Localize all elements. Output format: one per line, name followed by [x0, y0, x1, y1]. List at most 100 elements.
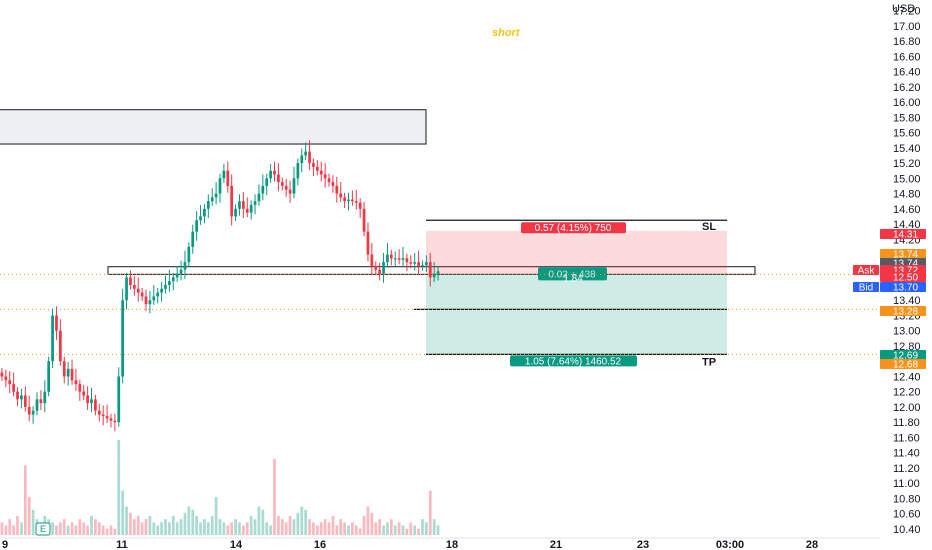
candle-body: [300, 155, 304, 164]
candle-body: [417, 262, 420, 266]
volume-bar: [397, 522, 401, 535]
candle-body: [335, 185, 339, 194]
price-tag-label-bg: [853, 265, 879, 275]
volume-bar: [86, 525, 89, 535]
candle-body: [370, 254, 374, 266]
volume-bar: [195, 516, 198, 535]
volume-bar: [351, 522, 354, 535]
date-tick-label: 03:00: [716, 539, 744, 550]
time-axis[interactable]: 9 11 14 16 18 21 23 03:00 28: [2, 539, 818, 550]
volume-bar: [156, 525, 160, 535]
candle-body: [199, 216, 202, 221]
candle-body: [386, 254, 389, 263]
risk-zone[interactable]: [426, 230, 727, 275]
candle-body: [94, 399, 97, 411]
volume-bar: [389, 519, 393, 535]
candle-body: [148, 300, 152, 305]
volume-bar: [20, 522, 23, 535]
candle-body: [288, 189, 292, 194]
price-tag-bg: [880, 306, 926, 316]
candle-body: [315, 166, 319, 171]
volume-bar: [82, 522, 86, 535]
reward-zone[interactable]: [426, 274, 727, 355]
candle-body: [308, 151, 311, 164]
candle-body: [405, 258, 409, 263]
candle-body: [66, 368, 70, 377]
candle-body: [432, 273, 436, 278]
volume-bar: [117, 440, 121, 535]
volume-bar: [210, 516, 214, 535]
candle-body: [183, 262, 187, 270]
candle-body: [393, 258, 397, 260]
price-tick-label: 14.80: [893, 189, 921, 201]
date-tick-label: 23: [637, 539, 649, 550]
candle-body: [90, 399, 93, 404]
candle-body: [35, 399, 39, 411]
volume-bar: [308, 519, 311, 535]
candle-body: [86, 395, 89, 404]
candle-body: [113, 420, 117, 423]
candle-body: [253, 201, 257, 205]
price-tag-value: 13.28: [893, 307, 918, 318]
open-pl-suffix: ÷: [568, 269, 579, 280]
price-axis[interactable]: 17.20 17.00 16.80 16.60 16.40 16.20 16.00 15.80…: [893, 6, 921, 536]
volume-bar: [125, 506, 128, 535]
candle-body: [331, 182, 335, 186]
price-tag-label-bg: [853, 282, 879, 292]
volume-bar: [58, 522, 62, 535]
volume-bar: [280, 519, 284, 535]
candle-body: [226, 170, 230, 186]
price-tag-bg: [880, 359, 926, 369]
volume-bar: [113, 528, 117, 535]
volume-bar: [300, 506, 304, 535]
earnings-marker[interactable]: E: [35, 522, 51, 536]
short-position-tool[interactable]: SL TP 0.57 (4.15%) 750 1.05 (7.64%) 1460…: [414, 219, 727, 368]
price-tick-label: 11.20: [893, 463, 920, 475]
volume-bar: [245, 522, 249, 535]
volume-bar: [366, 506, 370, 535]
candle-body: [358, 202, 362, 209]
open-pl-text: 0.02 ÷ 438: [548, 269, 596, 280]
volume-bar: [175, 522, 179, 535]
price-tick-label: 16.60: [893, 51, 921, 63]
date-tick-label: 14: [230, 539, 243, 550]
candle-body: [27, 406, 31, 415]
price-tag-bg: [880, 282, 926, 292]
volume-bar: [168, 522, 171, 535]
candle-body: [136, 288, 140, 293]
supply-zone-rect[interactable]: [0, 109, 427, 145]
candle-body: [413, 262, 417, 264]
candle-body: [319, 170, 323, 175]
volume-bar: [343, 522, 346, 535]
candle-body: [428, 262, 432, 278]
volume-bar: [90, 516, 93, 535]
sl-label: SL: [702, 221, 716, 233]
candle-body: [304, 151, 308, 156]
volume-bar: [51, 522, 54, 535]
volume-bar: [284, 522, 288, 535]
volume-bar: [296, 512, 300, 535]
volume-bar: [164, 519, 167, 535]
candle-body: [12, 384, 15, 392]
price-tick-label: 16.80: [893, 36, 921, 48]
candle-body: [261, 185, 265, 194]
price-tick-label: 10.80: [893, 493, 921, 505]
volume-bar: [386, 522, 389, 535]
target-stats-badge: [510, 355, 637, 367]
volume-bar: [238, 522, 241, 535]
volume-bar: [132, 519, 136, 535]
price-tick-label: 16.00: [893, 97, 921, 109]
date-tick-label: 11: [116, 539, 128, 550]
volume-bar: [315, 525, 319, 535]
volume-bar: [121, 490, 125, 535]
volume-bar: [413, 525, 417, 535]
candle-body: [129, 277, 132, 286]
candle-body: [351, 199, 354, 202]
candle-body: [296, 163, 300, 179]
candle-body: [327, 178, 331, 183]
candle-body: [347, 199, 350, 202]
price-tag-bg: [880, 272, 926, 282]
price-tick-label: 15.60: [893, 128, 921, 140]
candle-body: [117, 376, 121, 423]
